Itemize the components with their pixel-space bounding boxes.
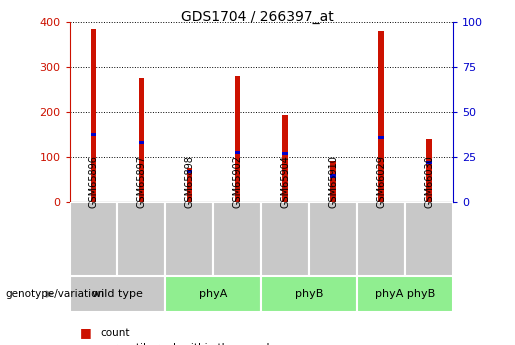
Bar [234,76,241,202]
Text: GDS1704 / 266397_at: GDS1704 / 266397_at [181,10,334,24]
Text: GSM65898: GSM65898 [184,155,195,208]
Text: percentile rank within the sample: percentile rank within the sample [100,344,277,345]
Text: GSM66030: GSM66030 [424,155,434,208]
Bar [165,202,213,276]
Text: genotype/variation: genotype/variation [5,289,104,299]
Bar [357,276,453,312]
Text: count: count [100,328,130,338]
Text: GSM65904: GSM65904 [280,155,290,208]
Text: GSM66029: GSM66029 [376,155,386,208]
Bar [379,136,384,139]
Bar [282,115,288,202]
Text: ■: ■ [80,342,92,345]
Text: GSM65897: GSM65897 [136,155,146,208]
Bar [91,29,96,202]
Text: ■: ■ [80,326,92,339]
Bar [426,160,432,164]
Text: phyB: phyB [295,289,323,299]
Bar [165,276,261,312]
Bar [186,169,192,173]
Bar [70,202,117,276]
Bar [426,139,432,202]
Bar [117,202,165,276]
Bar [213,202,261,276]
Text: GSM65910: GSM65910 [328,155,338,208]
Bar [139,141,144,145]
Bar [310,202,357,276]
Bar [282,151,288,155]
Text: phyA: phyA [199,289,228,299]
Bar [261,202,310,276]
Bar [139,78,144,202]
Bar [379,31,384,202]
Bar [186,168,192,202]
Bar [91,133,96,136]
Bar [234,151,241,154]
Text: wild type: wild type [92,289,143,299]
Bar [331,161,336,202]
Bar [261,276,357,312]
Text: phyA phyB: phyA phyB [375,289,435,299]
Text: GSM65902: GSM65902 [232,155,243,208]
Bar [357,202,405,276]
Bar [405,202,453,276]
Bar [70,276,165,312]
Text: GSM65896: GSM65896 [89,155,98,208]
Bar [331,175,336,178]
